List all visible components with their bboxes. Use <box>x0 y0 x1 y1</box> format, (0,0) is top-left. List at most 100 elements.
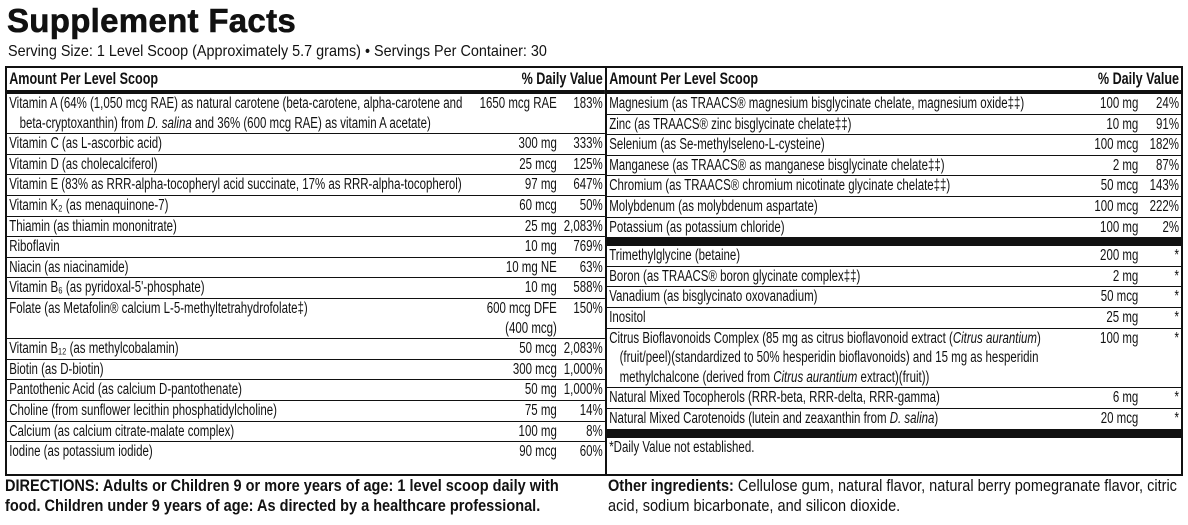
nutrient-name: Pantothenic Acid (as calcium D-pantothen… <box>9 380 475 400</box>
nutrient-name-text: ) (fruit/peel)(standardized to 50% hespe… <box>619 329 1041 386</box>
table-row: Vitamin K₂ (as menaquinone-7) 60 mcg 50% <box>7 196 605 217</box>
amount: 50 mcg <box>519 340 557 358</box>
table-row: Vitamin A (64% (1,050 mcg RAE) as natura… <box>7 94 605 135</box>
nutrient-name: Trimethylglycine (betaine) <box>609 246 1068 266</box>
nutrient-name-text: Riboflavin <box>9 238 60 256</box>
nutrient-name: Natural Mixed Carotenoids (lutein and ze… <box>609 409 1068 429</box>
amount: 100 mcg <box>1094 197 1139 215</box>
table-row: Magnesium (as TRAACS® magnesium bisglyci… <box>607 94 1182 115</box>
nutrient-name: Iodine (as potassium iodide) <box>9 442 475 462</box>
daily-value: 1,000% <box>563 360 603 378</box>
table-row: Manganese (as TRAACS® as manganese bisgl… <box>607 156 1182 177</box>
other-ingredients-text: Cellulose gum, natural flavor, natural b… <box>608 477 1177 515</box>
nutrient-name-text: Iodine (as potassium iodide) <box>9 443 153 461</box>
nutrient-name-text: Inositol <box>609 308 646 326</box>
panel-title: Supplement Facts <box>7 2 297 40</box>
section-divider <box>607 237 1182 247</box>
daily-value: 222% <box>1149 197 1180 215</box>
amount: 10 mg NE <box>505 258 557 276</box>
nutrient-name: Zinc (as TRAACS® zinc bisglycinate chela… <box>609 115 1068 135</box>
nutrient-name: Vitamin K₂ (as menaquinone-7) <box>9 196 475 216</box>
nutrient-name: Vitamin B₁₂ (as methylcobalamin) <box>9 339 475 359</box>
header-amount: Amount Per Level Scoop <box>9 69 159 88</box>
table-row: Selenium (as Se-methylseleno-L-cysteine)… <box>607 135 1182 156</box>
nutrient-name-text: Natural Mixed Carotenoids (lutein and ze… <box>609 409 890 427</box>
left-column: Amount Per Level Scoop % Daily Value Vit… <box>7 68 607 474</box>
table-row: Vitamin C (as L-ascorbic acid) 300 mg 333% <box>7 134 605 155</box>
nutrient-name-text: Natural Mixed Tocopherols (RRR-beta, RRR… <box>609 389 940 407</box>
nutrient-name: Citrus Bioflavonoids Complex (85 mg as c… <box>609 329 1068 388</box>
nutrient-name-text: Vitamin K₂ (as menaquinone-7) <box>9 196 169 214</box>
table-row: Vanadium (as bisglycinato oxovanadium) 50… <box>607 287 1182 308</box>
amount: 300 mcg <box>512 360 557 378</box>
table-row: Trimethylglycine (betaine) 200 mg * <box>607 246 1182 267</box>
nutrient-name-text: Zinc (as TRAACS® zinc bisglycinate chela… <box>609 115 852 133</box>
daily-value: 2,083% <box>563 340 603 358</box>
table-row: Natural Mixed Carotenoids (lutein and ze… <box>607 409 1181 429</box>
daily-value: 50% <box>579 196 603 214</box>
table-row: Zinc (as TRAACS® zinc bisglycinate chela… <box>607 115 1182 136</box>
nutrient-name: Manganese (as TRAACS® as manganese bisgl… <box>609 156 1068 176</box>
table-row: Natural Mixed Tocopherols (RRR-beta, RRR… <box>607 388 1182 409</box>
daily-value: 150% <box>573 299 603 317</box>
section-divider <box>607 428 1182 438</box>
table-row: Thiamin (as thiamin mononitrate) 25 mg 2,0… <box>7 217 605 238</box>
daily-value: 143% <box>1149 177 1180 195</box>
amount: 100 mg <box>1100 218 1139 236</box>
nutrient-name: Vitamin A (64% (1,050 mcg RAE) as natura… <box>9 94 475 133</box>
table-row: Pantothenic Acid (as calcium D-pantothen… <box>7 380 605 401</box>
amount: 2 mg <box>1112 267 1139 285</box>
nutrient-name: Boron (as TRAACS® boron glycinate comple… <box>609 267 1068 287</box>
nutrient-name: Potassium (as potassium chloride) <box>609 218 1068 238</box>
nutrient-name: Folate (as Metafolin® calcium L-5-methyl… <box>9 299 475 338</box>
nutrient-name-text: Vitamin A (64% (1,050 mcg RAE) as natura… <box>9 95 463 132</box>
nutrient-name: Vitamin B₆ (as pyridoxal-5'-phosphate) <box>9 278 475 298</box>
nutrient-name-text: Calcium (as calcium citrate-malate compl… <box>9 422 235 440</box>
nutrient-name-text: Niacin (as niacinamide) <box>9 258 129 276</box>
nutrient-name-text: Boron (as TRAACS® boron glycinate comple… <box>609 267 861 285</box>
table-row: Potassium (as potassium chloride) 100 mg 2… <box>607 218 1181 238</box>
nutrient-name-text: Vitamin E (83% as RRR-alpha-tocopheryl a… <box>9 176 462 194</box>
nutrient-name-text: Magnesium (as TRAACS® magnesium bisglyci… <box>609 95 1025 112</box>
nutrient-name-text: extract)(fruit)) <box>857 368 930 386</box>
nutrient-name-text: Vitamin D (as cholecalciferol) <box>9 155 158 173</box>
nutrient-name: Chromium (as TRAACS® chromium nicotinate… <box>609 176 1068 196</box>
nutrient-name: Vitamin D (as cholecalciferol) <box>9 155 475 175</box>
amount: 25 mg <box>524 217 557 235</box>
nutrient-name: Magnesium (as TRAACS® magnesium bisglyci… <box>609 94 1068 114</box>
nutrient-name-text: ) <box>934 409 939 427</box>
amount: 97 mg <box>524 176 557 194</box>
table-row: Chromium (as TRAACS® chromium nicotinate… <box>607 176 1182 197</box>
amount: 2 mg <box>1112 156 1139 174</box>
table-row: Vitamin D (as cholecalciferol) 25 mcg 125% <box>7 155 605 176</box>
footnote: *Daily Value not established. <box>609 438 755 456</box>
nutrient-name-text: Potassium (as potassium chloride) <box>609 218 785 236</box>
other-ingredients: Other ingredients: Cellulose gum, natura… <box>608 476 1184 516</box>
nutrient-name-italic: D. salina <box>889 409 935 427</box>
table-row: Biotin (as D-biotin) 300 mcg 1,000% <box>7 360 605 381</box>
table-row: Vitamin E (83% as RRR-alpha-tocopheryl a… <box>7 175 605 196</box>
table-row: Folate (as Metafolin® calcium L-5-methyl… <box>7 299 605 340</box>
nutrient-name: Vanadium (as bisglycinato oxovanadium) <box>609 287 1068 307</box>
daily-value: 183% <box>573 95 603 112</box>
amount: 50 mg <box>524 381 557 399</box>
nutrient-name-text: Molybdenum (as molybdenum aspartate) <box>609 197 818 215</box>
table-header: Amount Per Level Scoop % Daily Value <box>607 68 1182 94</box>
amount: 10 mg <box>524 279 557 297</box>
nutrient-name-text: Vitamin C (as L-ascorbic acid) <box>9 135 162 153</box>
amount: 75 mg <box>524 401 557 419</box>
nutrient-name-text: Choline (from sunflower lecithin phospha… <box>9 401 277 419</box>
daily-value: 63% <box>579 258 603 276</box>
daily-value: 769% <box>573 238 603 256</box>
nutrient-name-text: Biotin (as D-biotin) <box>9 360 104 378</box>
amount: 600 mcg DFE (400 mcg) <box>486 299 557 337</box>
nutrient-name: Thiamin (as thiamin mononitrate) <box>9 217 475 237</box>
amount: 25 mg <box>1106 308 1139 326</box>
facts-table: Amount Per Level Scoop % Daily Value Vit… <box>5 66 1183 476</box>
header-dv: % Daily Value <box>1097 69 1180 88</box>
daily-value: * <box>1174 389 1180 407</box>
table-row: Choline (from sunflower lecithin phospha… <box>7 401 605 422</box>
daily-value: 8% <box>586 422 603 440</box>
amount: 50 mcg <box>1100 288 1139 306</box>
table-row: Vitamin B₆ (as pyridoxal-5'-phosphate) 10… <box>7 278 605 299</box>
